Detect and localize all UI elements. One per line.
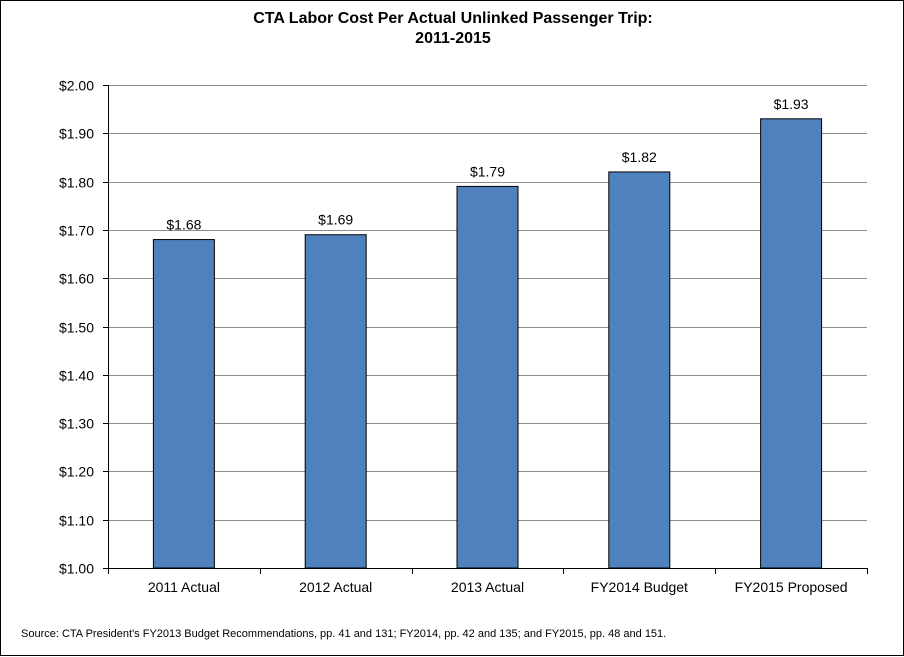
y-tick-label: $1.30 (59, 416, 94, 432)
x-tick-label: FY2015 Proposed (735, 579, 848, 595)
source-note: Source: CTA President's FY2013 Budget Re… (21, 628, 667, 640)
labels: $1.00 $1.10 $1.20 $1.30 $1.40 $1.50 $1.60 $1.70… (59, 78, 848, 596)
y-tick-label: $1.20 (59, 464, 94, 480)
data-label: $1.68 (166, 217, 201, 233)
data-label: $1.79 (470, 163, 505, 179)
y-tick-label: $1.50 (59, 320, 94, 336)
chart-title-line: CTA Labor Cost Per Actual Unlinked Passe… (253, 10, 653, 27)
y-tick-label: $1.70 (59, 223, 94, 239)
y-tick-label: $1.80 (59, 175, 94, 191)
data-label: $1.69 (318, 212, 353, 228)
x-tick-label: 2012 Actual (299, 579, 372, 595)
bar (304, 234, 367, 569)
bars (152, 118, 823, 569)
y-tick-label: $2.00 (59, 78, 94, 94)
x-tick-label: 2013 Actual (451, 579, 524, 595)
chart-title: CTA Labor Cost Per Actual Unlinked Passe… (1, 9, 904, 49)
axes (103, 85, 868, 574)
bar (152, 239, 215, 569)
data-label: $1.82 (622, 149, 657, 165)
y-tick-label: $1.00 (59, 561, 94, 577)
y-tick-label: $1.90 (59, 126, 94, 142)
y-tick-label: $1.40 (59, 368, 94, 384)
y-tick-label: $1.60 (59, 271, 94, 287)
chart-subtitle-line: 2011-2015 (415, 30, 491, 47)
y-tick-label: $1.10 (59, 513, 94, 529)
data-label: $1.93 (774, 96, 809, 112)
bar (608, 171, 671, 569)
x-tick-label: FY2014 Budget (591, 579, 688, 595)
bar (760, 118, 823, 569)
bar (456, 185, 519, 569)
x-tick-label: 2011 Actual (148, 579, 220, 595)
